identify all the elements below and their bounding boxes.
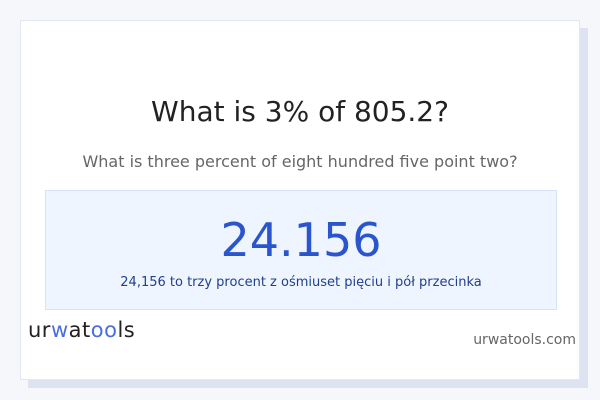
answer-box: 24.156 24,156 to trzy procent z ośmiuset… [45,190,557,310]
answer-words: 24,156 to trzy procent z ośmiuset pięciu… [120,275,482,290]
result-card: What is 3% of 805.2? What is three perce… [20,20,580,380]
logo: urwatools [28,318,136,342]
subtitle: What is three percent of eight hundred f… [82,152,518,171]
page-title: What is 3% of 805.2? [151,95,449,128]
site-url: urwatools.com [473,332,576,348]
answer-value: 24.156 [220,213,382,267]
